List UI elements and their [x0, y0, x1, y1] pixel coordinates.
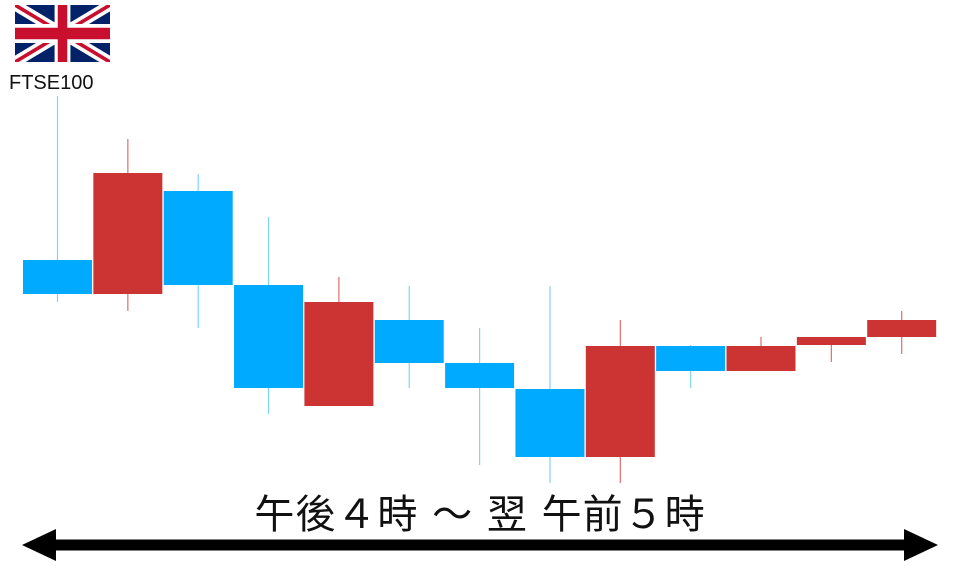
candle-body	[867, 320, 937, 337]
candle-body	[726, 346, 796, 371]
candle-2	[93, 139, 163, 311]
double-arrow-icon	[22, 529, 938, 561]
candle-5	[304, 277, 374, 406]
candlestick-chart	[23, 96, 937, 483]
candle-8	[515, 286, 585, 483]
candle-body	[23, 260, 92, 294]
index-label: FTSE100	[9, 72, 94, 94]
period-label: 午後４時 ～ 翌 午前５時	[254, 492, 706, 538]
candle-body	[234, 285, 304, 388]
candle-body	[796, 337, 866, 345]
candle-10	[656, 345, 726, 388]
candle-12	[796, 337, 866, 362]
uk-flag-icon	[15, 5, 110, 62]
candle-body	[656, 346, 726, 371]
candle-6	[374, 286, 444, 388]
candle-7	[445, 328, 515, 465]
candle-body	[515, 389, 585, 457]
candle-body	[304, 302, 374, 406]
candle-1	[23, 96, 92, 302]
candle-body	[585, 346, 655, 457]
candle-3	[163, 174, 233, 328]
candle-11	[726, 337, 796, 371]
candle-body	[93, 173, 163, 294]
candle-body	[374, 320, 444, 363]
candle-body	[445, 363, 515, 388]
candle-body	[163, 191, 233, 285]
candle-4	[234, 217, 304, 414]
candle-13	[867, 311, 937, 354]
candle-9	[585, 320, 655, 483]
